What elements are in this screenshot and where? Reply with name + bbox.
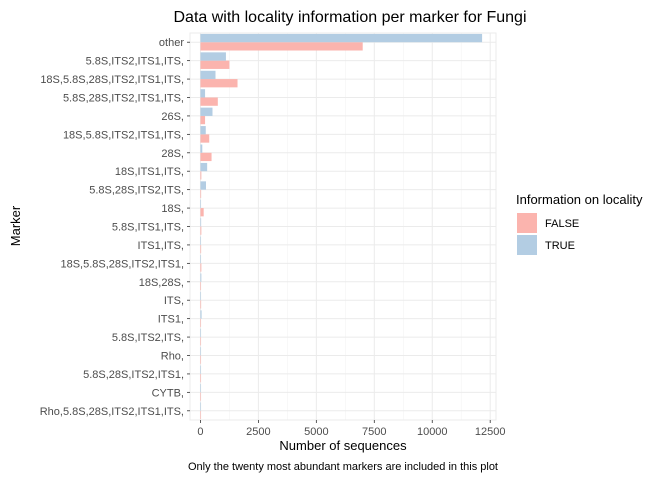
bar-false: [200, 318, 202, 327]
y-tick-label: 18S,5.8S,28S,ITS2,ITS1,: [60, 258, 184, 270]
bar-false: [200, 337, 202, 346]
chart-caption: Only the twenty most abundant markers ar…: [188, 461, 498, 473]
y-axis-tick-labels: other5.8S,ITS2,ITS1,ITS,18S,5.8S,28S,ITS…: [40, 37, 190, 418]
bar-true: [200, 181, 206, 190]
bar-false: [200, 208, 204, 217]
bar-false: [200, 355, 202, 364]
bar-true: [200, 273, 202, 282]
x-tick-label: 0: [197, 426, 203, 438]
bar-true: [200, 70, 216, 80]
bar-true: [200, 218, 202, 227]
y-tick-label: ITS,: [164, 295, 184, 307]
y-tick-label: CYTB,: [152, 387, 184, 399]
y-tick-label: 5.8S,28S,ITS2,ITS1,: [83, 369, 184, 381]
y-tick-label: 26S,: [161, 111, 184, 123]
x-tick-label: 5000: [304, 426, 328, 438]
bar-true: [200, 365, 202, 374]
bar-false: [200, 281, 202, 291]
bar-false: [200, 300, 202, 309]
bar-false: [200, 134, 210, 143]
bar-true: [200, 107, 213, 116]
x-axis-title: Number of sequences: [279, 438, 407, 453]
bar-false: [200, 42, 363, 51]
bar-false: [200, 189, 202, 198]
bar-true: [200, 199, 202, 209]
y-tick-label: 5.8S,ITS2,ITS,: [112, 332, 184, 344]
bar-false: [200, 244, 202, 254]
bar-true: [200, 384, 202, 393]
bar-false: [200, 60, 230, 69]
y-tick-label: 18S,28S,: [139, 277, 184, 289]
y-tick-label: 18S,ITS1,ITS,: [115, 166, 184, 178]
bar-true: [200, 347, 202, 356]
bar-true: [200, 144, 203, 153]
x-tick-label: 7500: [362, 426, 386, 438]
bar-false: [200, 115, 206, 125]
bar-false: [200, 171, 202, 180]
bar-true: [200, 89, 206, 98]
y-tick-label: Rho,5.8S,28S,ITS2,ITS1,ITS,: [40, 406, 184, 418]
legend-label-false: FALSE: [545, 218, 579, 230]
y-tick-label: 5.8S,ITS2,ITS1,ITS,: [86, 56, 184, 68]
x-tick-label: 2500: [246, 426, 270, 438]
y-tick-label: 18S,5.8S,ITS2,ITS1,ITS,: [63, 129, 184, 141]
y-tick-label: 5.8S,28S,ITS2,ITS,: [89, 185, 184, 197]
bar-true: [200, 310, 202, 319]
legend-title: Information on locality: [516, 192, 643, 207]
bar-true: [200, 402, 202, 411]
x-tick-label: 12500: [475, 426, 506, 438]
y-tick-label: ITS1,: [158, 314, 184, 326]
legend: Information on locality FALSE TRUE: [516, 192, 643, 255]
y-tick-label: ITS1,ITS,: [138, 240, 184, 252]
bar-true: [200, 33, 483, 43]
bar-true: [200, 291, 202, 301]
bar-false: [200, 226, 202, 235]
y-tick-label: other: [159, 37, 184, 49]
bar-true: [200, 328, 202, 338]
y-tick-label: 5.8S,ITS1,ITS,: [112, 222, 184, 234]
y-tick-label: 18S,5.8S,28S,ITS2,ITS1,ITS,: [40, 74, 184, 86]
y-axis-title: Marker: [8, 205, 23, 246]
bar-false: [200, 97, 218, 106]
bar-false: [200, 410, 202, 420]
legend-swatch-false: [517, 213, 537, 233]
bar-false: [200, 392, 202, 401]
bar-false: [200, 79, 238, 88]
y-tick-label: 28S,: [161, 148, 184, 160]
bar-false: [200, 263, 202, 272]
bar-true: [200, 236, 202, 245]
legend-label-true: TRUE: [545, 240, 575, 252]
legend-swatch-true: [517, 235, 537, 255]
bar-true: [200, 162, 208, 172]
y-tick-label: 18S,: [161, 203, 184, 215]
bar-false: [200, 152, 212, 162]
y-tick-label: Rho,: [161, 351, 184, 363]
bar-false: [200, 373, 202, 383]
bar-true: [200, 255, 202, 264]
x-tick-label: 10000: [417, 426, 448, 438]
plot-panel: [189, 32, 497, 421]
y-tick-label: 5.8S,28S,ITS2,ITS1,ITS,: [63, 93, 184, 105]
chart-title: Data with locality information per marke…: [173, 9, 526, 26]
bar-true: [200, 126, 206, 135]
x-axis-tick-labels: 0 2500 5000 7500 10000 12500: [197, 420, 506, 438]
bar-true: [200, 52, 226, 61]
